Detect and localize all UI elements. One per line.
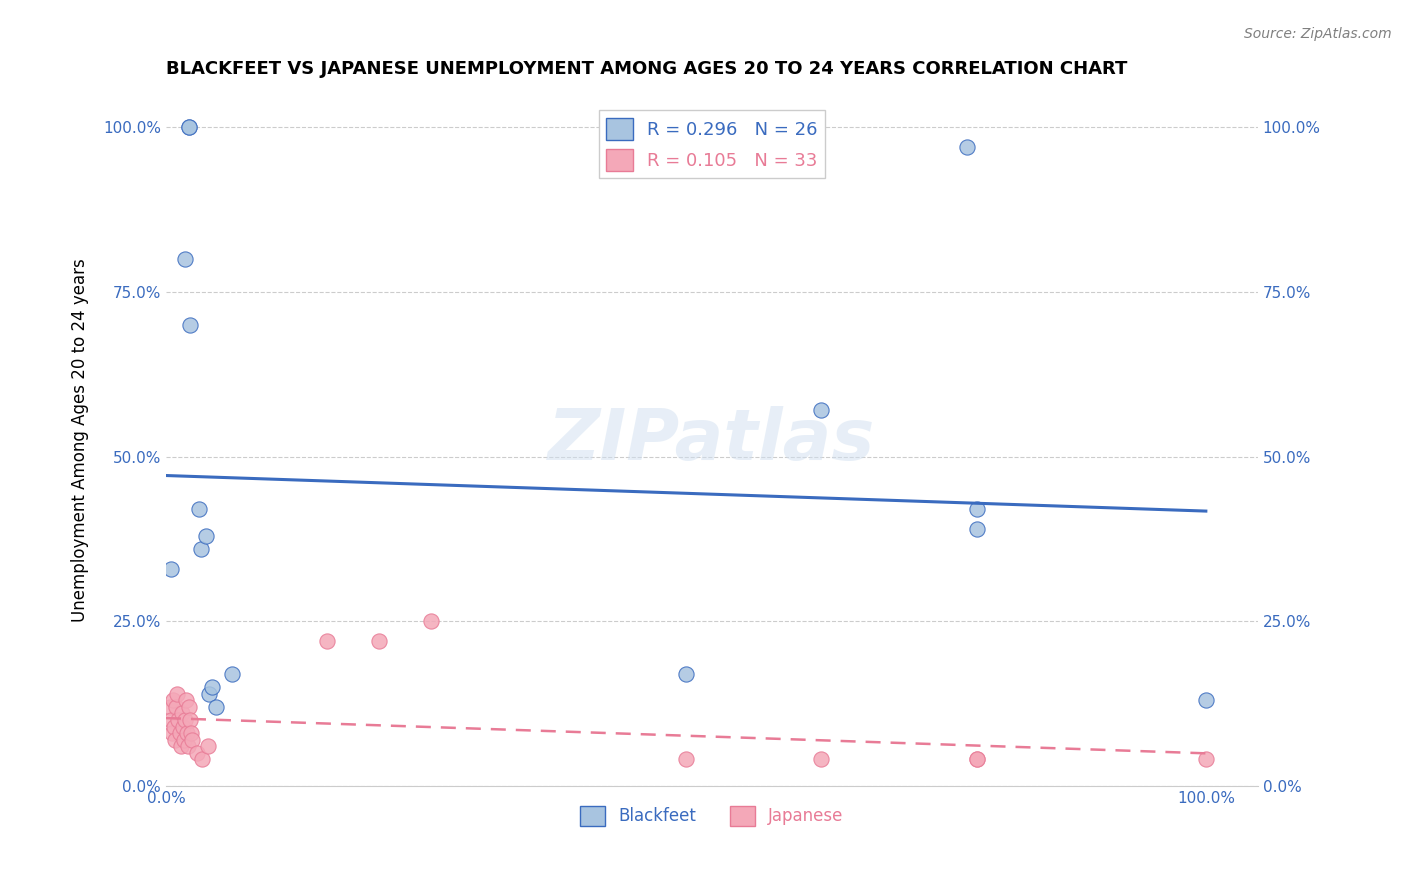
Text: ZIPatlas: ZIPatlas [548, 406, 876, 475]
Point [197, 739, 219, 754]
Point [180, 726, 202, 740]
Point [160, 713, 183, 727]
Point [205, 699, 228, 714]
Point [173, 713, 195, 727]
Point [194, 528, 217, 542]
Point [1195, 693, 1218, 707]
Text: Source: ZipAtlas.com: Source: ZipAtlas.com [1244, 27, 1392, 41]
Point [810, 752, 832, 766]
Point [163, 719, 186, 733]
Point [177, 739, 200, 754]
Point [191, 752, 214, 766]
Point [179, 713, 201, 727]
Point [160, 726, 183, 740]
Point [169, 726, 191, 740]
Point [162, 693, 184, 707]
Point [675, 752, 697, 766]
Point [1195, 752, 1218, 766]
Legend: Blackfeet, Japanese: Blackfeet, Japanese [574, 799, 851, 833]
Point [160, 561, 183, 575]
Point [420, 614, 443, 628]
Point [201, 680, 224, 694]
Point [956, 140, 979, 154]
Point [966, 752, 988, 766]
Point [165, 732, 187, 747]
Point [167, 713, 190, 727]
Point [966, 502, 988, 516]
Point [810, 403, 832, 417]
Point [190, 541, 212, 556]
Point [197, 687, 219, 701]
Point [675, 666, 697, 681]
Y-axis label: Unemployment Among Ages 20 to 24 years: Unemployment Among Ages 20 to 24 years [72, 259, 89, 622]
Point [165, 699, 187, 714]
Point [166, 687, 188, 701]
Point [174, 693, 197, 707]
Point [169, 739, 191, 754]
Point [172, 719, 194, 733]
Point [966, 522, 988, 536]
Point [221, 666, 243, 681]
Point [316, 634, 339, 648]
Point [177, 699, 200, 714]
Point [188, 502, 211, 516]
Point [368, 634, 391, 648]
Point [173, 732, 195, 747]
Point [177, 120, 200, 135]
Point [170, 706, 193, 721]
Point [176, 726, 198, 740]
Point [186, 746, 208, 760]
Point [179, 318, 201, 332]
Text: BLACKFEET VS JAPANESE UNEMPLOYMENT AMONG AGES 20 TO 24 YEARS CORRELATION CHART: BLACKFEET VS JAPANESE UNEMPLOYMENT AMONG… [166, 60, 1128, 78]
Point [181, 732, 204, 747]
Point [173, 252, 195, 266]
Point [966, 752, 988, 766]
Point [159, 699, 181, 714]
Point [177, 120, 200, 135]
